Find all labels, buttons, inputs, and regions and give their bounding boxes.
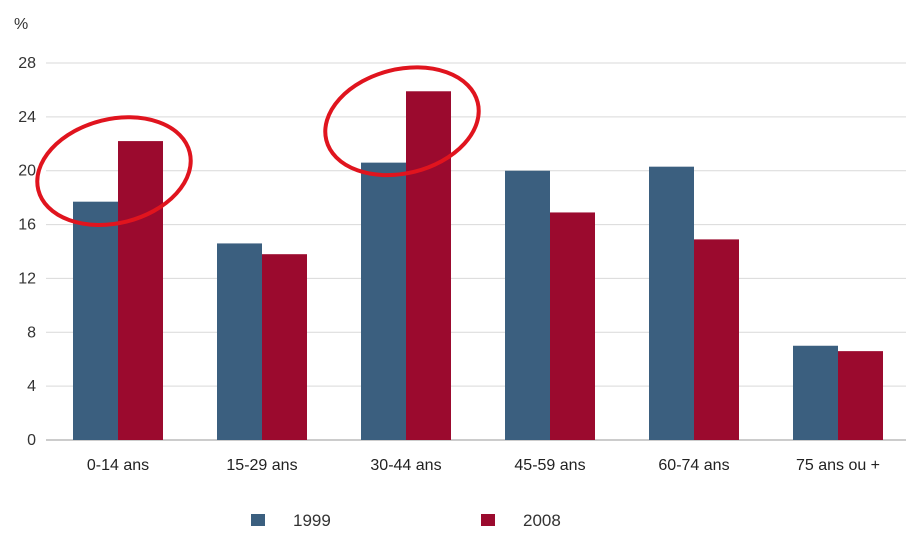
highlight-ellipse-0 <box>35 115 193 227</box>
y-tick-label: 24 <box>18 109 36 126</box>
legend-swatch-2008 <box>481 514 495 526</box>
bar-2008-1 <box>262 254 307 440</box>
bars <box>73 91 883 441</box>
x-tick-label: 45-59 ans <box>514 457 585 474</box>
bar-1999-5 <box>793 345 838 440</box>
legend-label-2008: 2008 <box>523 511 561 530</box>
bar-1999-4 <box>649 166 694 441</box>
y-tick-label: 0 <box>27 432 36 449</box>
bar-2008-4 <box>694 239 739 440</box>
bar-2008-5 <box>838 351 883 440</box>
y-tick-label: 28 <box>18 55 36 72</box>
y-tick-label: 8 <box>27 324 36 341</box>
legend: 1999 2008 <box>251 511 561 530</box>
bar-2008-3 <box>550 212 595 440</box>
bar-1999-3 <box>505 170 550 440</box>
highlight-ellipse-1 <box>323 65 481 178</box>
y-tick-label: 20 <box>18 163 36 180</box>
annotations <box>35 65 481 227</box>
legend-label-1999: 1999 <box>293 511 331 530</box>
y-tick-label: 12 <box>18 270 36 287</box>
bar-1999-1 <box>217 243 262 440</box>
bar-1999-2 <box>361 162 406 440</box>
legend-swatch-1999 <box>251 514 265 526</box>
x-tick-label: 75 ans ou + <box>796 457 880 474</box>
x-tick-label: 15-29 ans <box>226 457 297 474</box>
x-tick-label: 0-14 ans <box>87 457 149 474</box>
y-axis-unit: % <box>14 16 28 33</box>
bar-1999-0 <box>73 201 118 440</box>
y-tick-label: 16 <box>18 217 36 234</box>
bar-2008-0 <box>118 141 163 441</box>
y-tick-label: 4 <box>27 378 36 395</box>
x-tick-label: 60-74 ans <box>658 457 729 474</box>
x-tick-label: 30-44 ans <box>370 457 441 474</box>
category-labels: 0-14 ans 15-29 ans 30-44 ans 45-59 ans 60-74… <box>87 457 880 474</box>
bar-2008-2 <box>406 91 451 441</box>
y-axis-ticks: 0 4 8 12 16 20 24 28 <box>18 55 36 449</box>
